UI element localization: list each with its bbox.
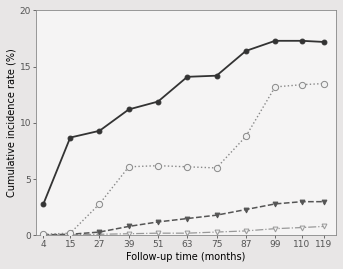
- X-axis label: Follow-up time (months): Follow-up time (months): [126, 252, 246, 262]
- Y-axis label: Cumulative incidence rate (%): Cumulative incidence rate (%): [7, 49, 17, 197]
